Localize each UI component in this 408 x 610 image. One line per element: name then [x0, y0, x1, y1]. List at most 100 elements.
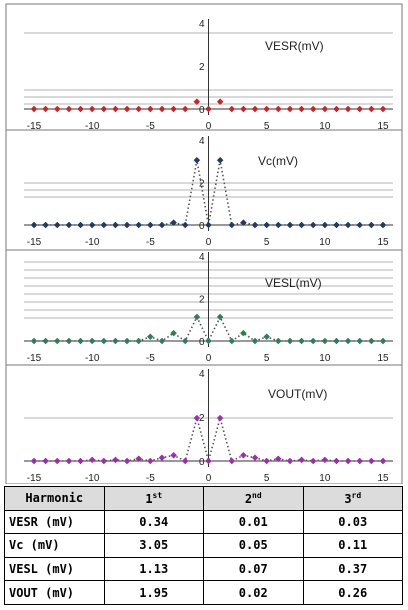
data-point: [170, 451, 177, 459]
header-harmonic: Harmonic: [4, 486, 105, 511]
x-tick-label: 15: [377, 473, 389, 484]
data-point: [309, 337, 317, 345]
data-point: [379, 221, 387, 229]
table-row: Vc (mV) 3.05 0.05 0.11: [4, 533, 403, 558]
chart-title: VOUT(mV): [268, 387, 327, 401]
table-row: VESR (mV) 0.34 0.01 0.03: [4, 509, 403, 535]
data-point: [274, 337, 282, 345]
data-point: [158, 337, 166, 345]
harmonic-table: Harmonic 1st 2nd 3rd VESR (mV) 0.34 0.01…: [4, 486, 403, 605]
cell-2nd: 0.07: [203, 556, 304, 582]
data-point: [368, 337, 375, 345]
data-point: [65, 337, 73, 345]
data-point: [146, 105, 154, 113]
data-point: [170, 329, 177, 337]
data-point: [158, 105, 166, 113]
header-3rd-sup: rd: [351, 490, 362, 500]
data-point: [146, 333, 154, 341]
data-point: [344, 337, 352, 345]
y-tick-label: 0: [199, 105, 205, 116]
header-1st-sup: st: [152, 490, 163, 500]
x-tick-label: -10: [85, 473, 100, 484]
cell-2nd: 0.05: [203, 533, 304, 558]
data-point: [263, 333, 271, 341]
data-point: [181, 337, 189, 345]
x-tick-label: 5: [264, 121, 270, 132]
data-point: [146, 457, 154, 465]
chart-title: VESR(mV): [265, 39, 324, 53]
data-point: [321, 337, 329, 345]
x-tick-label: 0: [206, 121, 212, 132]
data-point: [100, 105, 108, 113]
data-point: [286, 221, 294, 229]
cell-1st: 1.13: [103, 556, 204, 582]
y-tick-label: 4: [199, 252, 205, 263]
x-tick-label: 10: [319, 121, 331, 132]
cell-3rd: 0.11: [302, 533, 403, 558]
data-point: [77, 221, 84, 229]
x-tick-label: 10: [319, 237, 331, 248]
data-point: [158, 221, 166, 229]
data-point: [193, 313, 201, 321]
header-3rd-num: 3: [344, 491, 352, 506]
y-tick-label: 0: [199, 457, 205, 468]
x-tick-label: -15: [27, 353, 42, 364]
data-point: [193, 98, 201, 106]
x-tick-label: 10: [319, 473, 331, 484]
data-point: [65, 105, 73, 113]
data-point: [240, 219, 247, 227]
data-point: [356, 337, 364, 345]
data-point: [65, 221, 73, 229]
data-point: [88, 456, 96, 464]
data-point: [123, 457, 131, 465]
data-point: [240, 451, 247, 459]
data-point: [42, 337, 49, 345]
data-point: [123, 105, 131, 113]
data-point: [88, 337, 96, 345]
x-tick-label: -5: [146, 237, 155, 248]
data-point: [216, 98, 224, 106]
data-point: [181, 457, 189, 465]
data-point: [356, 105, 364, 113]
data-point: [251, 105, 259, 113]
header-1st: 1st: [103, 486, 204, 511]
data-point: [146, 221, 154, 229]
data-point: [309, 221, 317, 229]
data-point: [88, 105, 96, 113]
data-point: [170, 219, 177, 227]
data-point: [30, 105, 38, 113]
chart-title: VESL(mV): [265, 276, 322, 290]
data-point: [333, 457, 340, 465]
x-tick-label: -5: [146, 353, 155, 364]
data-point: [356, 221, 364, 229]
data-point: [344, 457, 352, 465]
data-point: [53, 105, 61, 113]
data-point: [216, 156, 224, 164]
data-point: [379, 457, 387, 465]
x-tick-label: -15: [27, 237, 42, 248]
data-point: [216, 414, 224, 422]
data-point: [170, 105, 177, 113]
data-point: [344, 105, 352, 113]
data-point: [368, 105, 375, 113]
data-point: [321, 221, 329, 229]
data-point: [251, 454, 259, 462]
data-point: [53, 221, 61, 229]
data-point: [274, 455, 282, 463]
panel-border: [5, 364, 403, 484]
data-point: [298, 456, 305, 464]
data-point: [112, 456, 119, 464]
cell-3rd: 0.37: [302, 556, 403, 582]
x-tick-label: 15: [377, 237, 389, 248]
data-point: [205, 457, 212, 465]
data-point: [240, 329, 247, 337]
data-point: [135, 455, 143, 463]
harmonic-charts: 0 2 4 -15 -10 -5 0 5 10 15 VESR(mV) 0 2 4 -15 -10 -5 0 5 10…: [5, 3, 403, 484]
data-point: [286, 105, 294, 113]
chart-panel: 0 2 4 -15 -10 -5 0 5 10 15 VOUT(mV): [5, 364, 403, 484]
data-point: [274, 105, 282, 113]
x-tick-label: -5: [146, 473, 155, 484]
panel-border: [5, 249, 403, 366]
data-point: [123, 221, 131, 229]
data-point: [298, 221, 305, 229]
